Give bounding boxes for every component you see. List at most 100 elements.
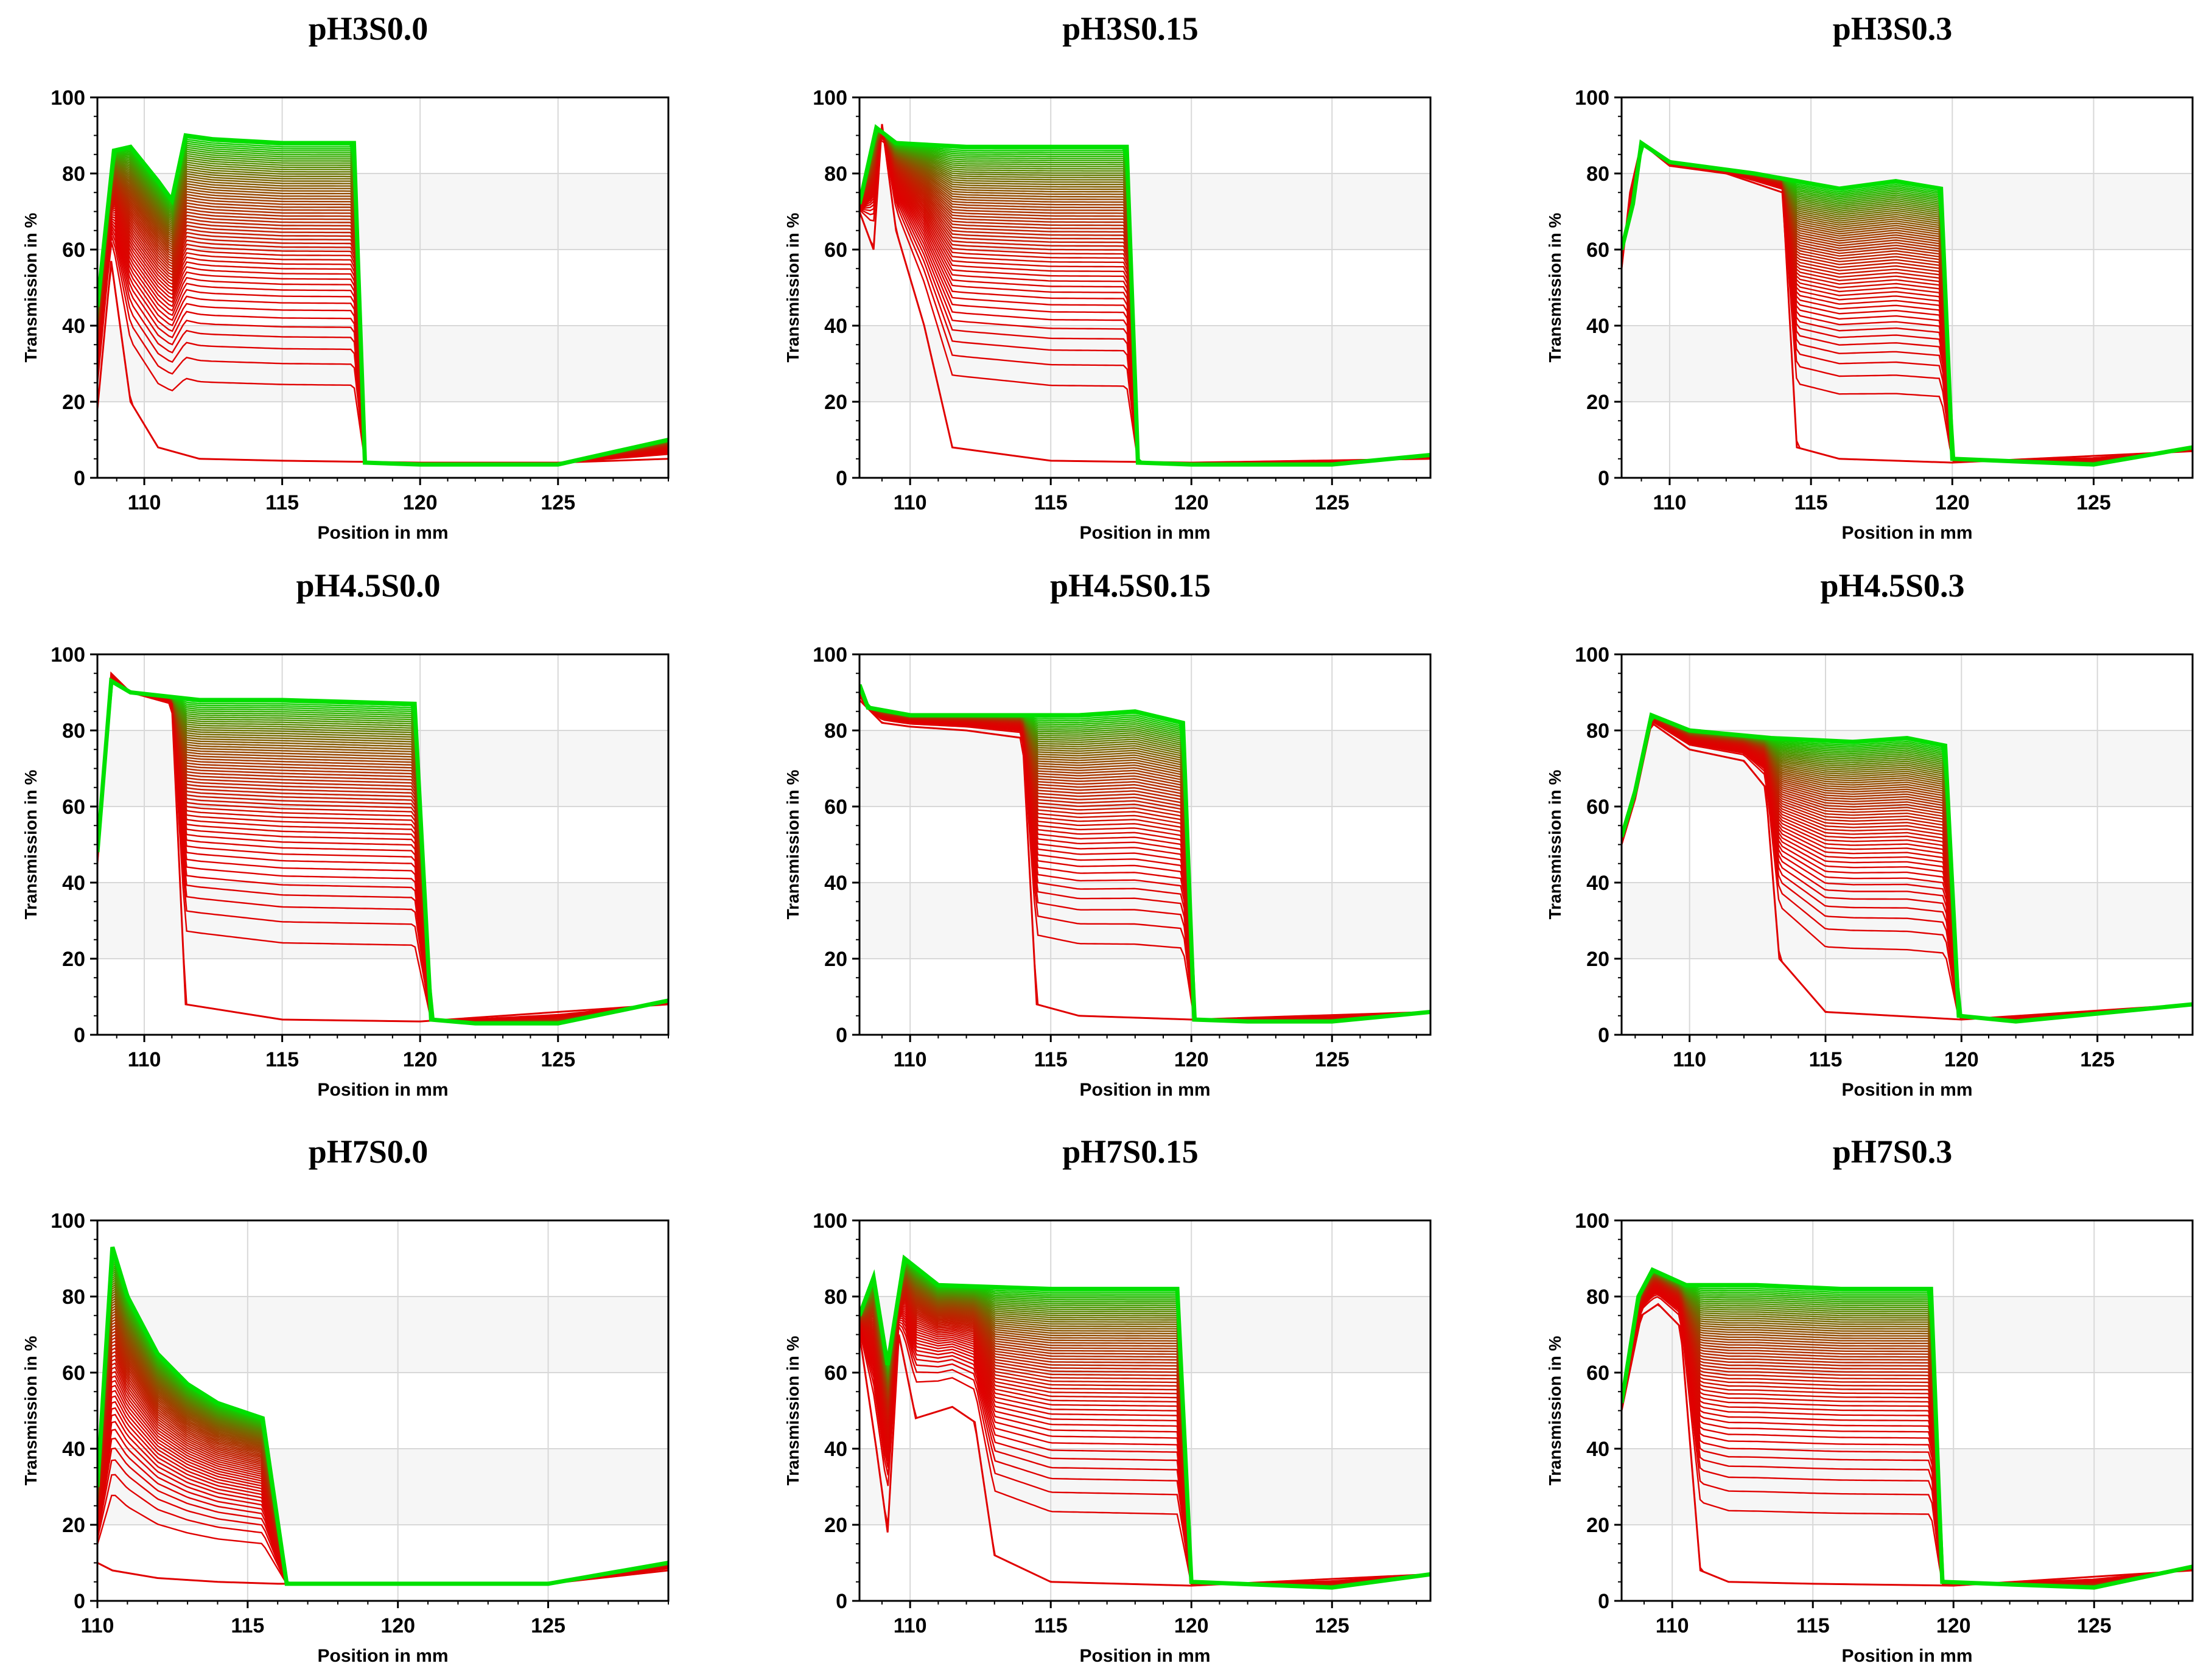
chart-panel-2: pH3S0.15 0 20 40 60 80 100 110 115 120 125 Position…	[762, 0, 1499, 557]
y-tick-label: 40	[62, 315, 85, 338]
x-axis-label: Position in mm	[1841, 523, 1972, 543]
grid-band	[859, 326, 1430, 402]
x-tick-label: 110	[894, 1048, 927, 1071]
x-tick-label: 110	[128, 491, 161, 514]
y-tick-label: 60	[1586, 239, 1609, 262]
chart-title: pH4.5S0.3	[1820, 567, 1965, 604]
y-tick-label: 0	[1598, 467, 1609, 490]
y-tick-label: 60	[62, 1362, 85, 1385]
x-tick-label: 125	[2077, 1614, 2112, 1637]
x-tick-label: 120	[403, 1048, 438, 1071]
chart-svg: 0 20 40 60 80 100 110 115 120 125 Position in mm Tr…	[783, 643, 1432, 1100]
grid-band	[97, 1297, 668, 1373]
y-tick-label: 100	[813, 86, 847, 110]
y-tick-label: 40	[1586, 315, 1609, 338]
y-tick-label: 20	[1586, 948, 1609, 971]
x-tick-label: 125	[2080, 1048, 2115, 1071]
curve-group	[97, 133, 668, 467]
x-axis-label: Position in mm	[1841, 1080, 1972, 1100]
y-tick-label: 100	[813, 1209, 847, 1233]
x-tick-label: 125	[541, 491, 575, 514]
y-tick-label: 60	[824, 796, 847, 819]
series-first-profile	[859, 1334, 1430, 1587]
x-tick-label: 110	[128, 1048, 161, 1071]
y-tick-label: 80	[1586, 1286, 1609, 1309]
y-tick-label: 20	[824, 1514, 847, 1537]
y-tick-label: 40	[1586, 872, 1609, 895]
x-axis-label: Position in mm	[1841, 1646, 1972, 1666]
y-tick-label: 40	[62, 872, 85, 895]
y-axis-label: Transmission in %	[783, 1335, 802, 1485]
chart-svg: 0 20 40 60 80 100 110 115 120 125 Position in mm Tr…	[21, 643, 670, 1100]
y-axis-label: Transmission in %	[783, 212, 802, 362]
y-tick-label: 80	[62, 719, 85, 743]
curve-group	[1622, 139, 2193, 467]
y-tick-label: 0	[1598, 1590, 1609, 1613]
curve-group	[97, 671, 668, 1026]
chart-panel-1: pH3S0.0 0 20 40 60 80 100 110 115 120 125 Position …	[0, 0, 737, 557]
series-final-profile	[1622, 1267, 2193, 1590]
chart-title: pH3S0.15	[1062, 10, 1199, 47]
series-first-profile	[1622, 141, 2193, 464]
chart-panel-4: pH4.5S0.0 0 20 40 60 80 100 110 115 120 125 Positio…	[0, 557, 737, 1114]
x-tick-label: 110	[894, 491, 927, 514]
x-tick-label: 115	[1796, 1614, 1830, 1637]
x-tick-label: 110	[1656, 1614, 1689, 1637]
y-axis-label: Transmission in %	[1546, 1335, 1564, 1485]
x-tick-label: 110	[81, 1614, 114, 1637]
y-tick-label: 20	[62, 1514, 85, 1537]
y-tick-label: 60	[1586, 796, 1609, 819]
y-tick-label: 100	[51, 86, 85, 110]
grid-band	[1622, 1449, 2193, 1525]
x-tick-label: 120	[1174, 1048, 1209, 1071]
series-first-profile	[97, 671, 668, 1023]
series-final-profile	[859, 124, 1430, 467]
y-tick-label: 80	[1586, 163, 1609, 186]
x-tick-label: 120	[380, 1614, 415, 1637]
x-axis-label: Position in mm	[317, 1646, 448, 1666]
chart-title: pH7S0.0	[308, 1133, 429, 1170]
y-tick-label: 20	[824, 948, 847, 971]
grid-band	[1622, 883, 2193, 959]
chart-svg: 0 20 40 60 80 100 110 115 120 125 Position in mm Tr…	[21, 86, 670, 543]
y-tick-label: 100	[813, 643, 847, 667]
chart-panel-5: pH4.5S0.15 0 20 40 60 80 100 110 115 120 125 Positi…	[762, 557, 1499, 1114]
y-tick-label: 60	[824, 1362, 847, 1385]
x-tick-label: 110	[1653, 491, 1687, 514]
chart-title: pH3S0.0	[308, 10, 429, 47]
y-tick-label: 0	[74, 1024, 85, 1047]
series-final-profile	[859, 1255, 1430, 1590]
y-tick-label: 40	[824, 872, 847, 895]
chart-panel-9: pH7S0.3 0 20 40 60 80 100 110 115 120 125 Position …	[1524, 1123, 2209, 1680]
y-tick-label: 80	[62, 163, 85, 186]
x-axis-label: Position in mm	[1079, 1080, 1210, 1100]
series-final-profile	[1622, 139, 2193, 467]
y-tick-label: 80	[824, 1286, 847, 1309]
x-tick-label: 115	[231, 1614, 264, 1637]
y-tick-label: 100	[51, 643, 85, 667]
curve-group	[97, 1246, 668, 1586]
y-axis-label: Transmission in %	[1546, 769, 1564, 919]
x-tick-label: 110	[894, 1614, 927, 1637]
chart-title: pH3S0.3	[1832, 10, 1953, 47]
x-tick-label: 120	[1936, 1614, 1971, 1637]
x-axis-label: Position in mm	[317, 1080, 448, 1100]
y-tick-label: 20	[62, 391, 85, 414]
y-tick-label: 20	[62, 948, 85, 971]
grid-band	[859, 1449, 1430, 1525]
x-tick-label: 115	[1809, 1048, 1843, 1071]
x-tick-label: 115	[1034, 1614, 1068, 1637]
chart-svg: 0 20 40 60 80 100 110 115 120 125 Position in mm Tr…	[1546, 1209, 2194, 1666]
y-tick-label: 80	[824, 163, 847, 186]
y-tick-label: 20	[1586, 391, 1609, 414]
y-tick-label: 60	[824, 239, 847, 262]
x-tick-label: 115	[1034, 491, 1068, 514]
chart-svg: 0 20 40 60 80 100 110 115 120 125 Position in mm Tr…	[1546, 643, 2194, 1100]
series-final-profile	[97, 677, 668, 1026]
chart-svg: 0 20 40 60 80 100 110 115 120 125 Position in mm Tr…	[783, 86, 1432, 543]
series-first-profile	[859, 699, 1430, 1021]
x-tick-label: 120	[1174, 1614, 1209, 1637]
y-tick-label: 40	[824, 315, 847, 338]
x-tick-label: 120	[1935, 491, 1970, 514]
x-axis-label: Position in mm	[317, 523, 448, 543]
